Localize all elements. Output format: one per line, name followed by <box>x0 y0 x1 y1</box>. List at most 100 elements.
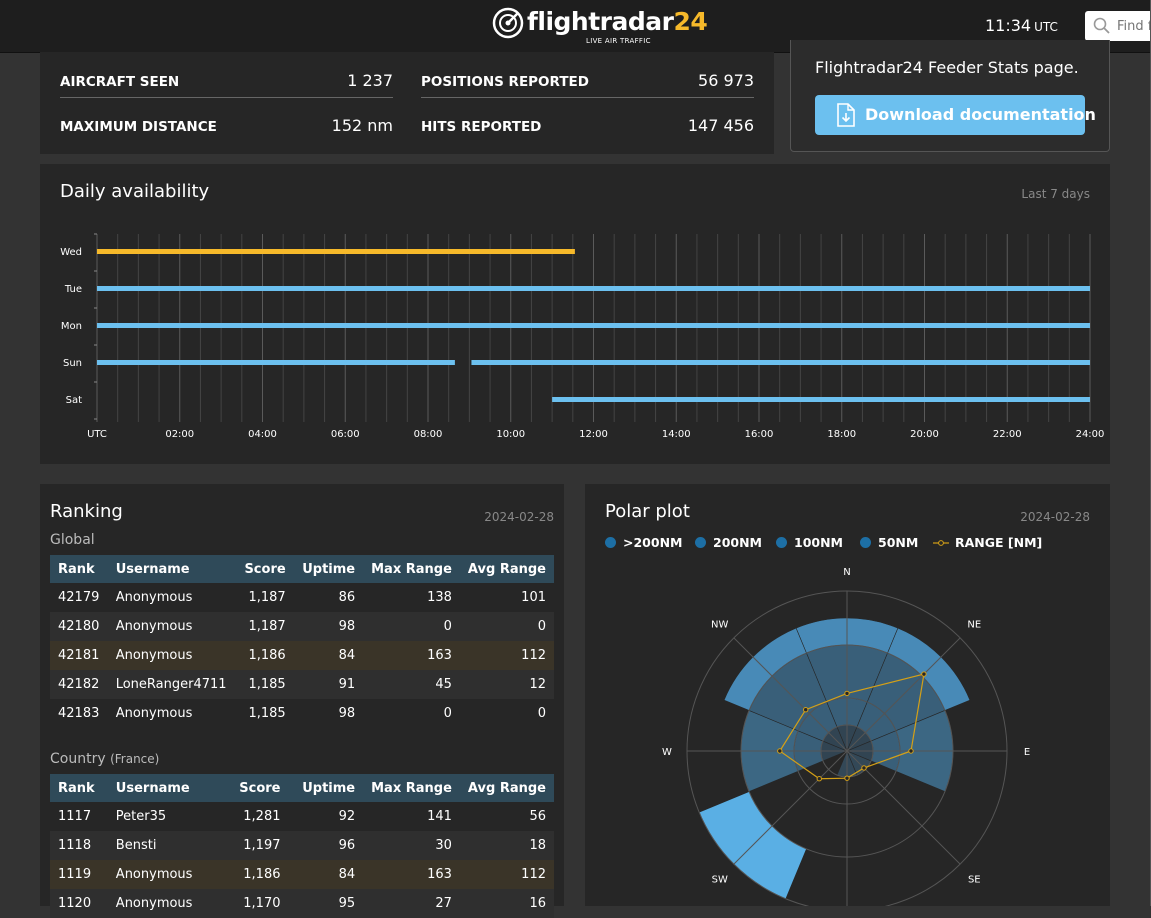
stat-value: 56 973 <box>698 71 754 90</box>
column-header[interactable]: Avg Range <box>459 774 554 802</box>
search-icon <box>1093 17 1110 34</box>
document-download-icon <box>837 103 855 127</box>
table-cell: 138 <box>363 583 460 612</box>
stat-label: POSITIONS REPORTED <box>421 74 589 90</box>
table-cell: 101 <box>459 583 554 612</box>
table-cell: 1,281 <box>218 802 289 831</box>
table-row: 42183 Anonymous 1,185 98 0 0 <box>50 699 554 728</box>
table-row: 1120 Anonymous 1,170 95 27 16 <box>50 889 554 918</box>
country-ranking-label: Country (France) <box>50 751 159 767</box>
stat-label: AIRCRAFT SEEN <box>60 74 180 90</box>
clock-time: 11:34 <box>985 16 1032 35</box>
range-point <box>844 775 850 781</box>
availability-title: Daily availability <box>60 181 210 202</box>
table-cell: 1119 <box>50 860 108 889</box>
column-header[interactable]: Username <box>107 774 219 802</box>
table-cell: 42183 <box>50 699 108 728</box>
direction-label: NE <box>967 620 981 631</box>
stat-aircraft-seen: AIRCRAFT SEEN 1 237 <box>60 57 393 98</box>
legend-swatch <box>605 537 616 548</box>
day-label: Mon <box>61 321 82 332</box>
search-box[interactable] <box>1085 11 1151 41</box>
table-header-row: Rank Username Score Uptime Max Range Avg Rang… <box>50 555 554 583</box>
column-header[interactable]: Max Range <box>363 555 460 583</box>
x-tick-label: 10:00 <box>496 429 525 440</box>
table-cell: 42179 <box>50 583 108 612</box>
country-name: (France) <box>110 752 160 766</box>
global-ranking-table: Rank Username Score Uptime Max Range Avg Rang… <box>50 555 554 728</box>
column-header[interactable]: Max Range <box>363 774 460 802</box>
table-row: 1118 Bensti 1,197 96 30 18 <box>50 831 554 860</box>
column-header[interactable]: Uptime <box>293 555 364 583</box>
table-cell: 1,186 <box>218 860 289 889</box>
polar-spoke <box>733 637 848 752</box>
country-ranking-table: Rank Username Score Uptime Max Range Avg Rang… <box>50 774 554 918</box>
column-header[interactable]: Rank <box>50 774 108 802</box>
ranking-date: 2024-02-28 <box>484 510 554 524</box>
range-point <box>921 671 927 677</box>
column-header[interactable]: Avg Range <box>459 555 554 583</box>
table-row: 42181 Anonymous 1,186 84 163 112 <box>50 641 554 670</box>
logo-tagline: LIVE AIR TRAFFIC <box>586 37 651 45</box>
range-point <box>908 748 914 754</box>
table-cell: 56 <box>459 802 554 831</box>
stat-maximum-distance: MAXIMUM DISTANCE 152 nm <box>60 102 393 142</box>
table-cell: Anonymous <box>107 612 236 641</box>
availability-chart: Wed Tue Mon Sun Sat UTC 02:00 04:00 06:00 08:00 10… <box>60 233 1104 440</box>
polar-legend: >200NM 200NM 100NM 50NM RANGE [NM] <box>605 534 1045 554</box>
stat-positions-reported: POSITIONS REPORTED 56 973 <box>421 57 754 98</box>
day-label: Wed <box>60 247 82 258</box>
clock-timezone: UTC <box>1034 20 1058 34</box>
table-cell: 1,187 <box>235 583 294 612</box>
legend-label: RANGE [NM] <box>955 535 1043 550</box>
table-cell: 42182 <box>50 670 108 699</box>
table-cell: 27 <box>363 889 460 918</box>
table-cell: 42180 <box>50 612 108 641</box>
polar-spoke <box>846 637 961 752</box>
flightradar24-logo[interactable]: flightradar24 LIVE AIR TRAFFIC <box>492 5 708 49</box>
download-documentation-button[interactable]: Download documentation <box>815 95 1096 135</box>
column-header[interactable]: Username <box>107 555 236 583</box>
legend-label: 200NM <box>713 535 762 550</box>
stat-value: 147 456 <box>687 116 754 135</box>
range-point <box>816 776 822 782</box>
table-cell: 1,185 <box>235 670 294 699</box>
polar-date: 2024-02-28 <box>1020 510 1090 524</box>
legend-swatch <box>695 537 706 548</box>
column-header[interactable]: Score <box>235 555 294 583</box>
range-point <box>861 765 867 771</box>
table-cell: 1,185 <box>235 699 294 728</box>
table-cell: 1120 <box>50 889 108 918</box>
availability-bar <box>97 360 455 365</box>
x-tick-label: 14:00 <box>662 429 691 440</box>
column-header[interactable]: Uptime <box>288 774 364 802</box>
table-row: 1117 Peter35 1,281 92 141 56 <box>50 802 554 831</box>
table-cell: 1118 <box>50 831 108 860</box>
global-ranking-label: Global <box>50 532 95 548</box>
column-header[interactable]: Score <box>218 774 289 802</box>
table-cell: 0 <box>459 612 554 641</box>
table-cell: 42181 <box>50 641 108 670</box>
feeder-stats-panel: AIRCRAFT SEEN 1 237 POSITIONS REPORTED 5… <box>40 52 774 154</box>
country-label: Country <box>50 751 106 767</box>
legend-label: 100NM <box>794 535 843 550</box>
ranking-title: Ranking <box>50 501 123 522</box>
feeder-docs-box: Flightradar24 Feeder Stats page. Downloa… <box>790 40 1110 152</box>
polar-plot-panel: NNEESESSWWNW Polar plot 2024-02-28 >200N… <box>585 484 1110 906</box>
table-cell: 30 <box>363 831 460 860</box>
table-cell: 0 <box>459 699 554 728</box>
table-cell: Bensti <box>107 831 219 860</box>
stat-value: 1 237 <box>347 71 393 90</box>
x-tick-label: 04:00 <box>248 429 277 440</box>
search-input[interactable] <box>1117 17 1151 35</box>
direction-label: SW <box>712 874 728 885</box>
polar-title: Polar plot <box>605 501 690 522</box>
table-cell: 1,187 <box>235 612 294 641</box>
table-cell: 141 <box>363 802 460 831</box>
table-cell: 0 <box>363 612 460 641</box>
table-row: 42180 Anonymous 1,187 98 0 0 <box>50 612 554 641</box>
direction-label: E <box>1024 747 1030 758</box>
availability-bar <box>552 397 1090 402</box>
table-cell: 91 <box>293 670 364 699</box>
column-header[interactable]: Rank <box>50 555 108 583</box>
